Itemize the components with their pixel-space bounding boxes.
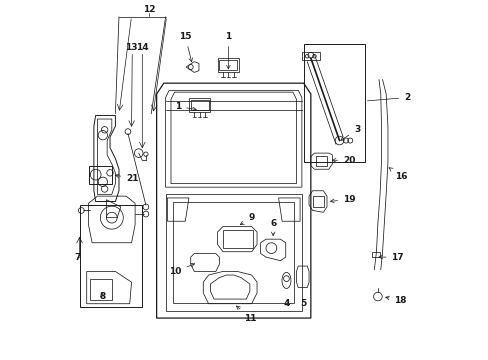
Text: 5: 5: [299, 299, 305, 308]
Text: 12: 12: [143, 5, 155, 14]
Text: 1: 1: [225, 32, 231, 69]
Text: 4: 4: [283, 299, 289, 308]
Bar: [316, 156, 326, 166]
Text: 15: 15: [179, 32, 192, 62]
Text: 7: 7: [74, 253, 81, 262]
Bar: [217, 58, 239, 72]
Text: 11: 11: [236, 306, 257, 323]
Text: 10: 10: [169, 264, 194, 276]
Bar: [301, 52, 319, 60]
Text: 17: 17: [378, 253, 403, 262]
Bar: [303, 44, 364, 162]
Text: 6: 6: [269, 219, 276, 235]
Text: 14: 14: [136, 43, 148, 52]
Text: 1: 1: [175, 102, 196, 111]
Bar: [188, 98, 210, 112]
Text: 18: 18: [385, 296, 406, 305]
Bar: [223, 230, 253, 248]
Text: 3: 3: [340, 125, 359, 140]
Text: 8: 8: [99, 292, 105, 301]
Bar: [80, 205, 142, 307]
Text: 9: 9: [240, 213, 254, 225]
Bar: [371, 252, 379, 257]
Text: 16: 16: [388, 168, 407, 181]
Bar: [313, 196, 324, 207]
Bar: [190, 100, 208, 110]
Text: 20: 20: [332, 156, 355, 165]
Text: 2: 2: [366, 93, 409, 102]
Text: 21: 21: [115, 174, 139, 183]
Text: 13: 13: [124, 43, 137, 52]
Bar: [88, 166, 112, 184]
Text: 19: 19: [330, 195, 355, 204]
Bar: [219, 60, 237, 70]
